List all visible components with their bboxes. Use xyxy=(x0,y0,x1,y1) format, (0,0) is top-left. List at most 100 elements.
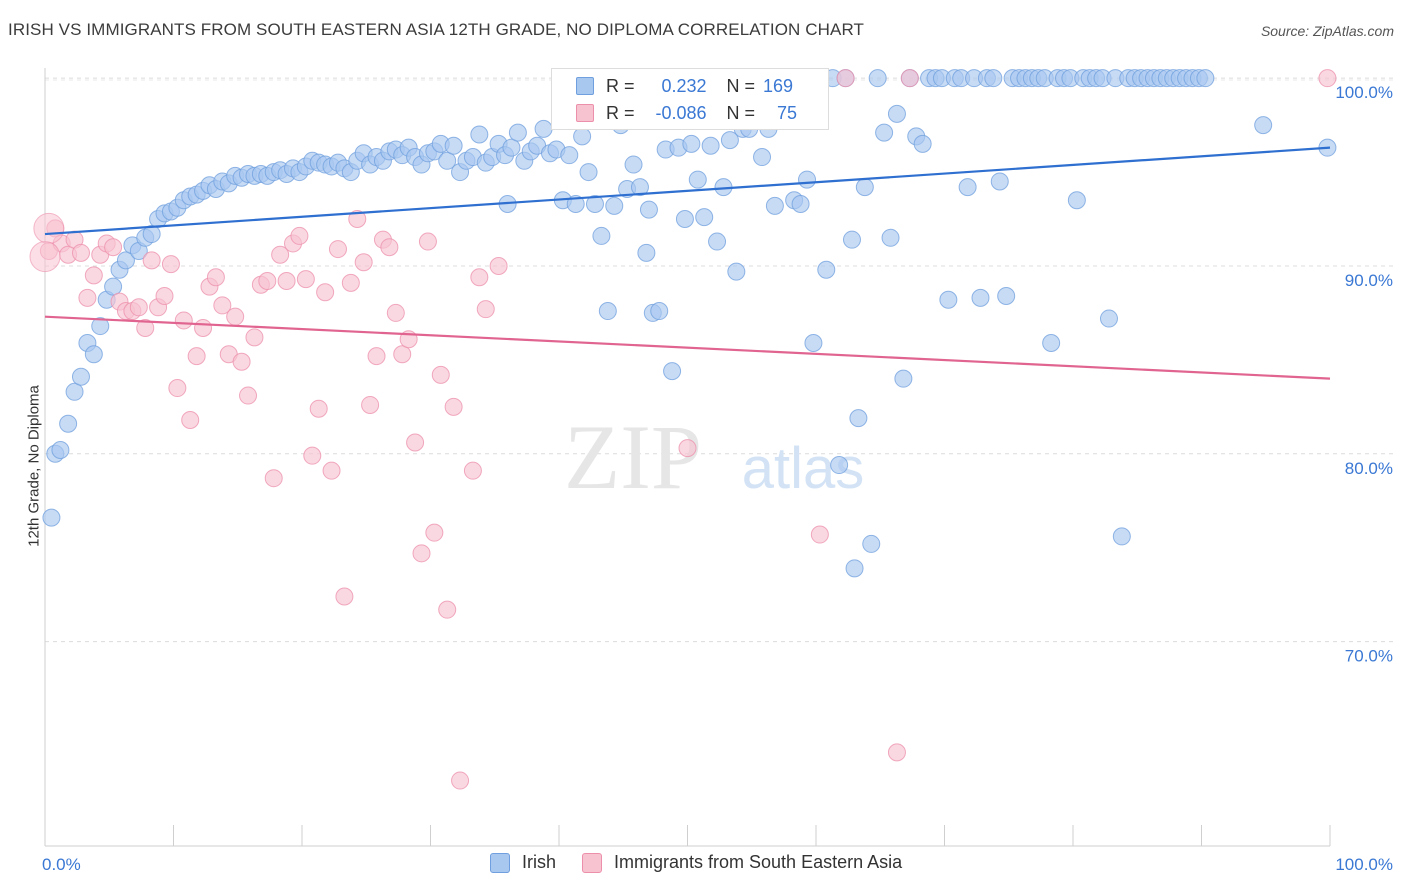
legend-row-sea: R = -0.086 N = 75 xyxy=(552,100,797,126)
n-value-sea: 75 xyxy=(777,102,798,123)
point-sea xyxy=(161,255,180,274)
legend-label-sea: Immigrants from South Eastern Asia xyxy=(614,852,903,872)
point-irish xyxy=(804,333,823,352)
point-sea xyxy=(887,743,906,762)
point-sea xyxy=(71,243,90,262)
legend-swatch-sea xyxy=(582,852,603,873)
point-sea xyxy=(155,287,174,306)
point-irish xyxy=(534,119,553,138)
point-irish xyxy=(798,170,817,189)
point-irish xyxy=(508,123,527,142)
source-label: Source: ZipAtlas.com xyxy=(1260,23,1394,39)
legend-item-sea[interactable]: Immigrants from South Eastern Asia xyxy=(582,852,902,873)
series-legend: Irish Immigrants from South Eastern Asia xyxy=(490,852,928,873)
point-irish xyxy=(720,131,739,150)
trend-line-sea xyxy=(44,315,1331,380)
point-irish xyxy=(855,178,874,197)
point-sea xyxy=(213,296,232,315)
axis-layer xyxy=(44,68,1331,847)
correlation-legend: R = 0.232 N = 169 R = -0.086 N = 75 xyxy=(551,68,829,130)
point-sea xyxy=(463,461,482,480)
point-sea xyxy=(226,307,245,326)
point-irish xyxy=(502,138,521,157)
point-irish xyxy=(59,414,78,433)
point-sea xyxy=(361,395,380,414)
point-irish xyxy=(1099,309,1118,328)
point-sea xyxy=(174,311,193,330)
point-irish xyxy=(753,148,772,167)
point-irish xyxy=(116,251,135,270)
point-sea xyxy=(316,283,335,302)
point-irish xyxy=(817,260,836,279)
point-irish xyxy=(708,232,727,251)
point-irish xyxy=(971,288,990,307)
point-sea xyxy=(129,298,148,317)
legend-item-irish[interactable]: Irish xyxy=(490,852,556,873)
point-sea xyxy=(425,523,444,542)
r-label: R = xyxy=(606,75,635,96)
point-sea-large xyxy=(33,212,65,244)
point-sea xyxy=(142,251,161,270)
point-sea xyxy=(136,318,155,337)
point-irish xyxy=(862,534,881,553)
point-irish xyxy=(894,369,913,388)
point-sea xyxy=(309,399,328,418)
point-sea-large xyxy=(29,241,61,273)
point-irish xyxy=(104,277,123,296)
point-irish xyxy=(845,559,864,578)
point-sea xyxy=(181,410,200,429)
point-sea xyxy=(418,232,437,251)
point-sea xyxy=(438,600,457,619)
point-sea xyxy=(489,256,508,275)
point-irish xyxy=(470,125,489,144)
point-sea xyxy=(187,347,206,366)
point-sea xyxy=(431,365,450,384)
label-layer: 100.0% 90.0% 80.0% 70.0% 0.0% 100.0% xyxy=(42,83,1393,874)
point-irish xyxy=(1112,527,1131,546)
point-sea xyxy=(348,210,367,229)
point-sea xyxy=(303,446,322,465)
legend-swatch-sea xyxy=(576,104,594,122)
point-sea xyxy=(194,318,213,337)
point-sea xyxy=(810,525,829,544)
point-sea xyxy=(296,270,315,289)
point-irish xyxy=(682,134,701,153)
point-sea xyxy=(206,268,225,287)
point-irish xyxy=(585,195,604,213)
point-irish xyxy=(663,362,682,381)
point-irish xyxy=(598,302,617,321)
n-label: N = xyxy=(726,102,756,123)
point-irish xyxy=(939,290,958,309)
point-sea xyxy=(836,69,855,88)
n-label: N = xyxy=(726,75,756,96)
point-sea xyxy=(104,238,123,257)
point-sea xyxy=(393,345,412,364)
x-tick-label: 100.0% xyxy=(1335,855,1393,874)
points-layer xyxy=(29,69,1337,790)
point-sea xyxy=(258,272,277,290)
point-irish xyxy=(1196,69,1215,88)
point-irish xyxy=(639,200,658,219)
point-irish xyxy=(579,163,598,182)
point-irish xyxy=(51,441,70,460)
point-irish xyxy=(91,317,110,336)
point-irish xyxy=(438,151,457,170)
point-irish xyxy=(624,155,643,174)
point-sea xyxy=(900,69,919,88)
point-irish xyxy=(637,243,656,262)
watermark: ZIP atlas xyxy=(564,406,864,508)
point-sea xyxy=(335,587,354,606)
point-irish xyxy=(830,456,849,475)
y-tick-label: 100.0% xyxy=(1335,83,1393,102)
point-sea xyxy=(451,771,470,790)
point-irish xyxy=(630,178,649,197)
point-irish xyxy=(958,178,977,197)
point-sea xyxy=(1318,69,1337,88)
point-sea xyxy=(341,273,360,292)
point-sea xyxy=(406,433,425,452)
legend-row-irish: R = 0.232 N = 169 xyxy=(552,73,793,99)
point-irish xyxy=(650,302,669,321)
point-sea xyxy=(239,386,258,405)
point-sea xyxy=(264,469,283,488)
